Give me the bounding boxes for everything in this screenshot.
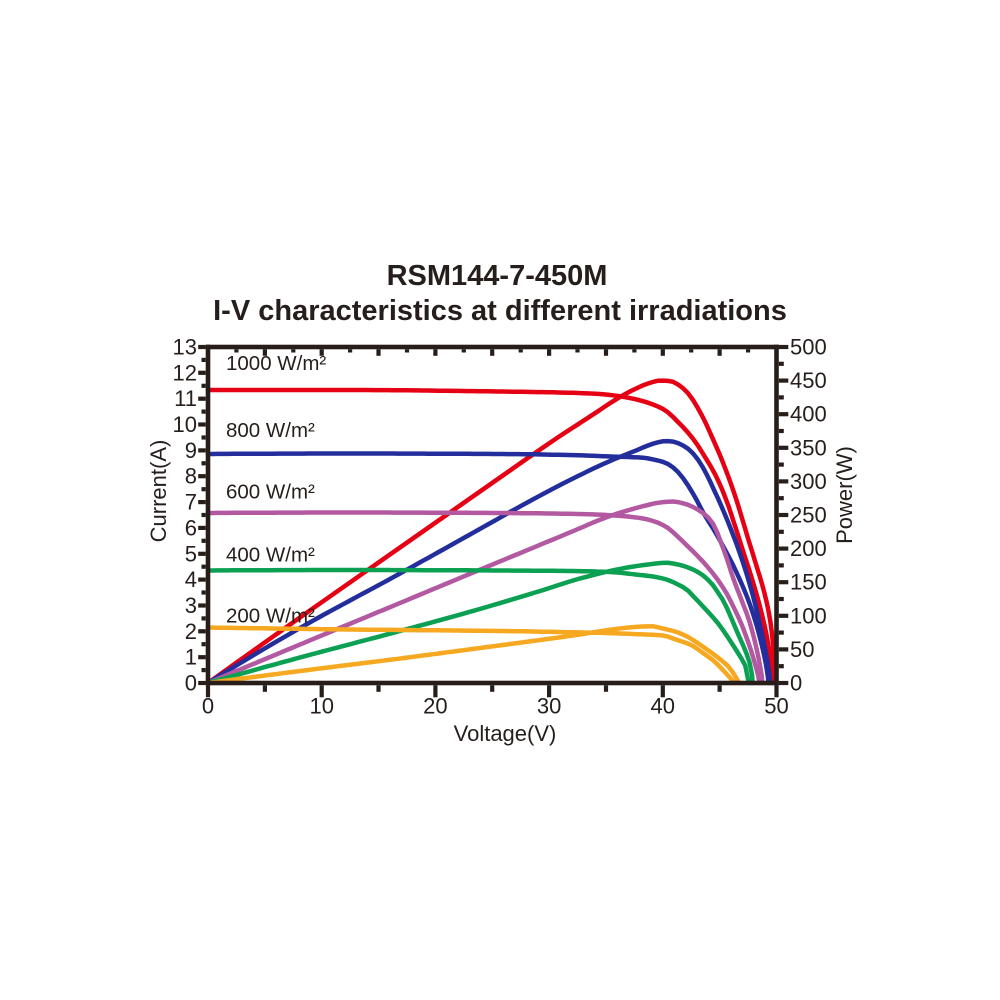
svg-text:13: 13 — [173, 335, 197, 360]
svg-text:300: 300 — [790, 469, 827, 494]
svg-text:6: 6 — [185, 515, 197, 540]
svg-text:Power(W): Power(W) — [832, 446, 857, 544]
svg-text:9: 9 — [185, 438, 197, 463]
svg-text:4: 4 — [185, 567, 197, 592]
svg-text:11: 11 — [174, 386, 197, 411]
svg-text:7: 7 — [185, 490, 197, 515]
svg-text:10: 10 — [173, 412, 197, 437]
svg-text:0: 0 — [790, 671, 802, 696]
svg-text:200: 200 — [790, 536, 827, 561]
svg-text:50: 50 — [764, 694, 788, 719]
svg-text:10: 10 — [309, 694, 333, 719]
svg-text:600 W/m²: 600 W/m² — [226, 481, 315, 504]
svg-text:400 W/m²: 400 W/m² — [226, 544, 315, 567]
svg-text:50: 50 — [790, 637, 814, 662]
svg-text:450: 450 — [790, 368, 827, 393]
svg-text:12: 12 — [173, 360, 197, 385]
svg-text:1000 W/m²: 1000 W/m² — [226, 352, 326, 375]
svg-text:I-V characteristics at differe: I-V characteristics at different irradia… — [213, 295, 787, 327]
svg-text:Current(A): Current(A) — [146, 440, 171, 543]
svg-text:3: 3 — [185, 593, 197, 618]
svg-text:5: 5 — [185, 541, 197, 566]
svg-text:400: 400 — [790, 402, 827, 427]
svg-text:150: 150 — [790, 570, 827, 595]
svg-text:RSM144-7-450M: RSM144-7-450M — [387, 260, 608, 292]
svg-text:250: 250 — [790, 503, 827, 528]
svg-text:Voltage(V): Voltage(V) — [454, 721, 557, 746]
svg-text:350: 350 — [790, 435, 827, 460]
svg-text:800 W/m²: 800 W/m² — [226, 419, 315, 442]
svg-text:100: 100 — [790, 603, 827, 628]
svg-text:500: 500 — [790, 335, 827, 360]
svg-text:20: 20 — [423, 694, 447, 719]
svg-text:0: 0 — [185, 671, 197, 696]
svg-text:30: 30 — [537, 694, 561, 719]
svg-text:200 W/m²: 200 W/m² — [226, 605, 315, 628]
svg-text:2: 2 — [185, 619, 197, 644]
svg-text:40: 40 — [651, 694, 675, 719]
svg-text:1: 1 — [185, 645, 197, 670]
svg-text:0: 0 — [202, 694, 214, 719]
svg-text:8: 8 — [185, 464, 197, 489]
